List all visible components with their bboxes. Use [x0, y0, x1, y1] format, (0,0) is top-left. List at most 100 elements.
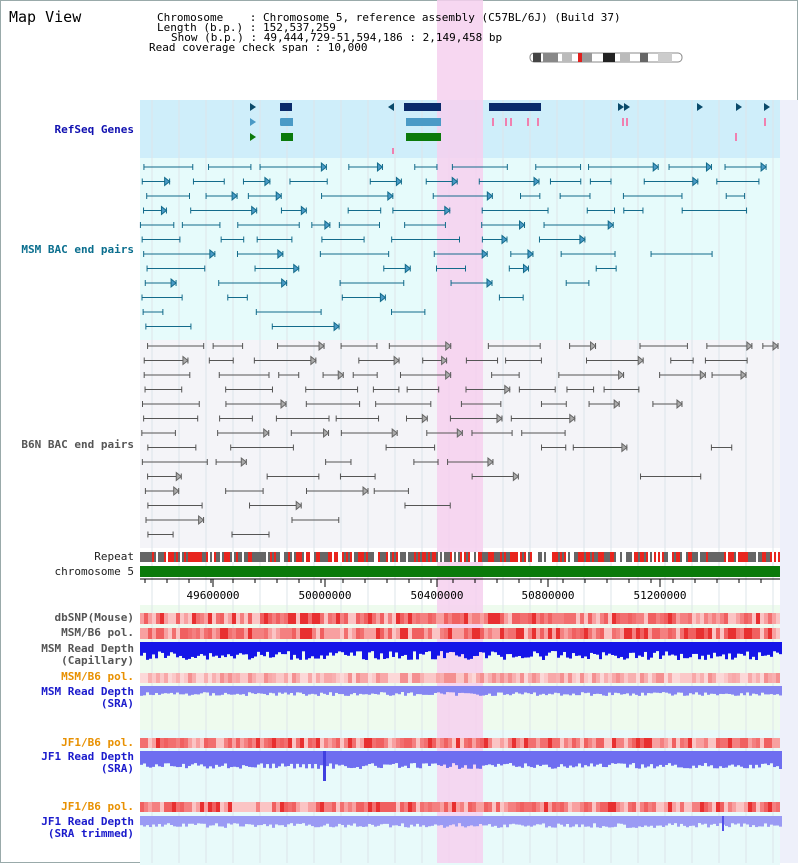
heat-cell	[692, 802, 696, 812]
depth-bar	[596, 642, 599, 655]
depth-bar	[653, 816, 656, 828]
heat-cell	[264, 738, 268, 748]
heat-cell	[364, 628, 368, 639]
depth-bar	[632, 751, 635, 764]
depth-bar	[332, 751, 335, 769]
bac-arrow	[404, 263, 412, 274]
heat-cell	[432, 613, 436, 624]
repeat-mark	[248, 552, 250, 562]
depth-bar	[740, 751, 743, 767]
depth-bar	[599, 816, 602, 828]
heat-cell	[196, 613, 200, 624]
heat-cell	[680, 673, 684, 683]
depth-bar	[179, 816, 182, 827]
heat-cell	[548, 673, 552, 683]
depth-bar	[350, 686, 353, 695]
heat-cell	[468, 628, 472, 639]
heat-cell	[588, 673, 592, 683]
depth-bar	[608, 816, 611, 828]
heat-cell	[184, 738, 188, 748]
depth-bar	[779, 686, 782, 696]
axis-tick-label: 49600000	[187, 589, 240, 602]
repeat-mark	[654, 552, 656, 562]
heat-cell	[188, 738, 192, 748]
depth-bar	[524, 686, 527, 693]
heat-cell	[224, 613, 228, 624]
heat-cell	[744, 802, 748, 812]
repeat-mark	[622, 552, 624, 562]
depth-bar	[173, 751, 176, 767]
depth-bar	[575, 816, 578, 825]
repeat-mark	[602, 552, 604, 562]
heat-cell	[532, 628, 536, 639]
heat-cell	[336, 802, 340, 812]
depth-bar	[464, 816, 467, 828]
depth-bar	[674, 642, 677, 656]
heat-cell	[224, 738, 228, 748]
heat-cell	[236, 673, 240, 683]
depth-bar	[623, 686, 626, 695]
heat-cell	[260, 613, 264, 624]
heat-cell	[152, 628, 156, 639]
depth-bar	[662, 642, 665, 656]
repeat-mark	[612, 552, 614, 562]
depth-bar	[662, 816, 665, 827]
depth-bar	[641, 816, 644, 828]
repeat-mark	[598, 552, 600, 562]
repeat-mark	[738, 552, 740, 562]
heat-cell	[408, 613, 412, 624]
heat-cell	[372, 628, 376, 639]
depth-bar	[749, 642, 752, 660]
heat-cell	[516, 673, 520, 683]
heat-cell	[300, 738, 304, 748]
depth-bar	[275, 686, 278, 696]
heat-cell	[408, 802, 412, 812]
depth-bar	[347, 686, 350, 696]
heat-cell	[224, 673, 228, 683]
heat-cell	[632, 628, 636, 639]
depth-bar	[263, 751, 266, 768]
depth-bar	[233, 642, 236, 659]
heat-cell	[160, 673, 164, 683]
heat-cell	[696, 628, 700, 639]
depth-bar	[581, 751, 584, 768]
heat-cell	[396, 802, 400, 812]
depth-bar	[512, 751, 515, 766]
depth-bar	[539, 686, 542, 695]
heat-cell	[256, 613, 260, 624]
depth-bar	[197, 816, 200, 824]
depth-bar	[386, 816, 389, 824]
depth-bar	[329, 686, 332, 693]
depth-bar	[254, 686, 257, 695]
heat-cell	[160, 628, 164, 639]
depth-bar	[425, 751, 428, 764]
heat-cell	[764, 738, 768, 748]
heat-cell	[492, 613, 496, 624]
depth-bar	[554, 642, 557, 652]
heat-cell	[144, 628, 148, 639]
depth-bar	[320, 816, 323, 827]
depth-bar	[311, 816, 314, 827]
heat-cell	[596, 673, 600, 683]
depth-bar	[422, 751, 425, 764]
depth-bar	[557, 686, 560, 694]
heat-cell	[676, 673, 680, 683]
heat-cell	[284, 613, 288, 624]
heat-cell	[460, 802, 464, 812]
depth-bar	[515, 686, 518, 693]
heat-cell	[236, 802, 240, 812]
heat-cell	[228, 738, 232, 748]
depth-bar	[458, 686, 461, 693]
repeat-mark	[292, 552, 294, 562]
depth-bar	[569, 686, 572, 696]
gene-exon	[392, 148, 394, 154]
depth-bar	[314, 686, 317, 695]
depth-bar	[497, 686, 500, 693]
depth-bar	[725, 751, 728, 768]
depth-bar	[620, 751, 623, 764]
depth-bar	[188, 686, 191, 696]
depth-bar	[218, 816, 221, 827]
depth-bar	[395, 751, 398, 764]
heat-cell	[344, 802, 348, 812]
